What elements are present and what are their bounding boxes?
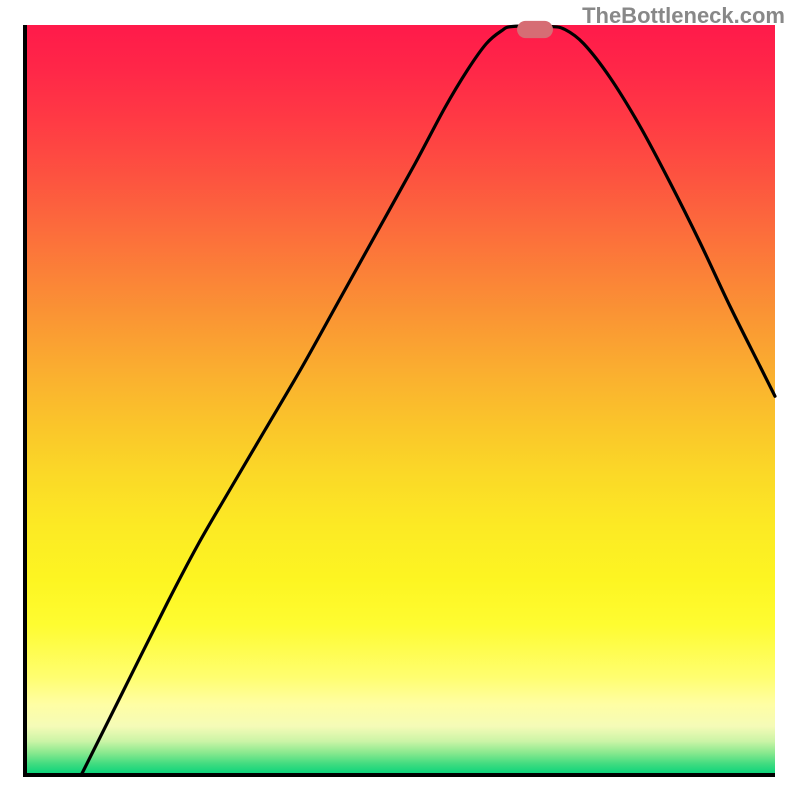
bottleneck-chart: TheBottleneck.com [0, 0, 800, 800]
chart-svg [0, 0, 800, 800]
optimum-marker [517, 21, 553, 38]
watermark-text: TheBottleneck.com [582, 3, 785, 29]
